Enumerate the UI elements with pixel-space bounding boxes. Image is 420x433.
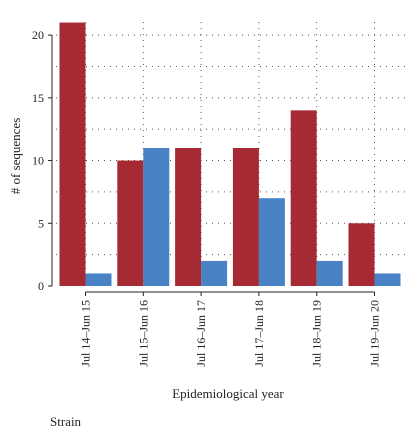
bar-series1-2 xyxy=(117,160,144,286)
bar-series1-4 xyxy=(232,148,259,286)
bar-series2-5 xyxy=(316,260,343,286)
x-axis-label: Epidemiological year xyxy=(172,386,284,401)
bar-series1-6 xyxy=(348,223,375,286)
x-tick-label: Jul 18–Jun 19 xyxy=(310,300,324,367)
y-tick-label: 10 xyxy=(32,154,44,168)
bar-series2-2 xyxy=(143,148,170,286)
x-tick-label: Jul 16–Jun 17 xyxy=(194,300,208,367)
bar-series1-1 xyxy=(59,22,86,287)
y-tick-label: 0 xyxy=(38,279,44,293)
bar-series1-5 xyxy=(290,110,317,286)
x-tick-label: Jul 14–Jun 15 xyxy=(79,300,93,367)
x-tick-label: Jul 19–Jun 20 xyxy=(368,300,382,367)
bar-series1-3 xyxy=(175,148,202,286)
bar-series2-6 xyxy=(374,273,401,286)
bar-series2-3 xyxy=(201,260,228,286)
x-tick-label: Jul 15–Jun 16 xyxy=(136,300,150,367)
axes: 0 5 10 15 20 Jul 14–Jun 15 Jul 15–Jun 16 Jul 16… xyxy=(32,28,382,367)
bar-series2-4 xyxy=(258,198,285,286)
x-tick-label: Jul 17–Jun 18 xyxy=(252,300,266,367)
y-tick-label: 20 xyxy=(32,28,44,42)
y-axis-label: # of sequences xyxy=(8,118,23,195)
y-tick-label: 5 xyxy=(38,216,44,230)
bar-series2-1 xyxy=(85,273,112,286)
y-tick-label: 15 xyxy=(32,91,44,105)
bars xyxy=(59,22,401,287)
legend-title: Strain xyxy=(50,414,82,429)
